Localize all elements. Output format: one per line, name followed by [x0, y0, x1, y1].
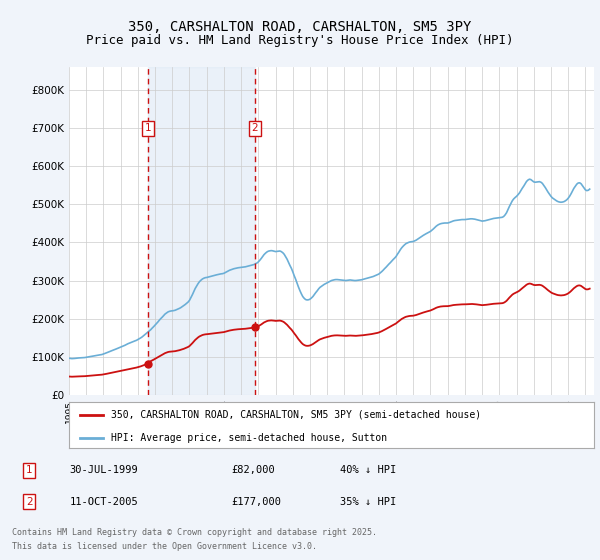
Text: 11-OCT-2005: 11-OCT-2005 [70, 497, 139, 507]
Text: £177,000: £177,000 [231, 497, 281, 507]
Text: 35% ↓ HPI: 35% ↓ HPI [340, 497, 397, 507]
Text: Contains HM Land Registry data © Crown copyright and database right 2025.: Contains HM Land Registry data © Crown c… [12, 528, 377, 536]
Text: HPI: Average price, semi-detached house, Sutton: HPI: Average price, semi-detached house,… [111, 433, 387, 443]
Text: 30-JUL-1999: 30-JUL-1999 [70, 465, 139, 475]
Text: 40% ↓ HPI: 40% ↓ HPI [340, 465, 397, 475]
Text: Price paid vs. HM Land Registry's House Price Index (HPI): Price paid vs. HM Land Registry's House … [86, 34, 514, 46]
Text: 1: 1 [26, 465, 32, 475]
Bar [148, 67, 255, 395]
Text: £82,000: £82,000 [231, 465, 275, 475]
Text: 350, CARSHALTON ROAD, CARSHALTON, SM5 3PY (semi-detached house): 350, CARSHALTON ROAD, CARSHALTON, SM5 3P… [111, 410, 481, 420]
Text: 350, CARSHALTON ROAD, CARSHALTON, SM5 3PY: 350, CARSHALTON ROAD, CARSHALTON, SM5 3P… [128, 20, 472, 34]
Text: This data is licensed under the Open Government Licence v3.0.: This data is licensed under the Open Gov… [12, 542, 317, 550]
Text: 2: 2 [251, 123, 258, 133]
Text: 2: 2 [26, 497, 32, 507]
Text: 1: 1 [145, 123, 151, 133]
